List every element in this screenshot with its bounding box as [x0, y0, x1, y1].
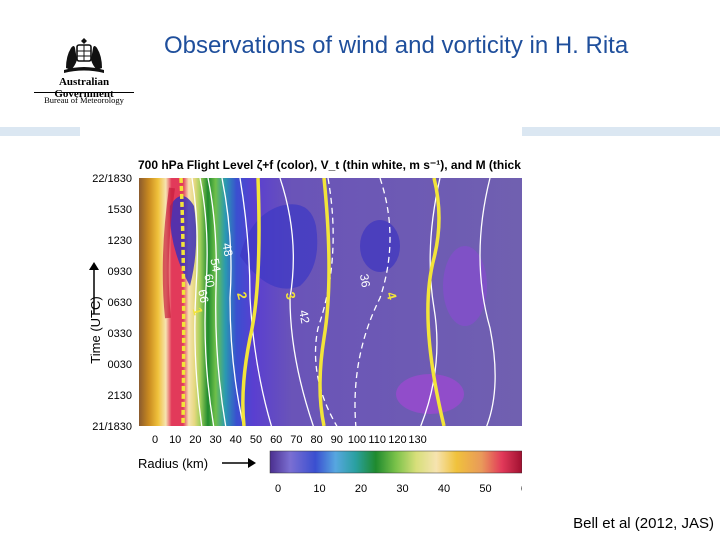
y-tick-label: 0930: [108, 266, 132, 278]
x-tick-label: 30: [209, 434, 221, 446]
x-tick-label: 40: [230, 434, 242, 446]
y-tick-labels: 22/1830 1530 1230 0930 0630 0330 0030 2130 21/18…: [92, 173, 132, 433]
y-tick-label: 21/1830: [92, 421, 132, 433]
y-tick-label: 1530: [108, 204, 132, 216]
y-tick-label: 0330: [108, 328, 132, 340]
logo-divider: [34, 92, 134, 93]
chart-title: 700 hPa Flight Level ζ+f (color), V_t (t…: [138, 158, 521, 172]
x-axis-label: Radius (km): [138, 456, 208, 471]
citation: Bell et al (2012, JAS): [573, 515, 714, 532]
header-band-right: [522, 127, 720, 136]
momentum-label: 3: [282, 290, 298, 301]
y-axis-label: Time (UTC): [88, 296, 103, 363]
colorbar-tick-label: 40: [438, 483, 450, 495]
colorbar-tick-label: 20: [355, 483, 367, 495]
y-tick-label: 22/1830: [92, 173, 132, 185]
colorbar: [269, 450, 522, 474]
x-tick-label: 80: [310, 434, 322, 446]
x-tick-label: 90: [331, 434, 343, 446]
colorbar-tick-label: 60: [521, 483, 522, 495]
angular-momentum-contours: [179, 178, 446, 426]
momentum-label: 1: [190, 306, 206, 317]
x-tick-label: 60: [270, 434, 282, 446]
x-tick-label: 130: [408, 434, 426, 446]
y-tick-label: 0630: [108, 297, 132, 309]
bureau-logo: Australian Government Bureau of Meteorol…: [28, 36, 140, 110]
momentum-label: 2: [234, 290, 250, 301]
colorbar-tick-labels: 0 10 20 30 40 50 60: [275, 483, 522, 495]
isotach-label: 66: [195, 288, 211, 304]
colorbar-tick-label: 50: [479, 483, 491, 495]
bureau-label: Bureau of Meteorology: [44, 95, 124, 105]
isotach-label: 48: [220, 242, 236, 258]
x-tick-label: 50: [250, 434, 262, 446]
coat-of-arms-icon: [64, 38, 104, 73]
isotach-label: 60: [201, 273, 217, 289]
header-band-left: [0, 127, 80, 136]
slide-title: Observations of wind and vorticity in H.…: [164, 32, 629, 59]
y-tick-label: 2130: [108, 390, 132, 402]
isotach-label: 36: [357, 273, 373, 289]
colorbar-tick-label: 0: [275, 483, 281, 495]
isotach-label: 54: [207, 257, 223, 273]
colorbar-tick-label: 10: [313, 483, 325, 495]
isotach-contours: [191, 178, 496, 426]
x-tick-labels: 0 10 20 30 40 50 60 70 80 90 100 110 120 130: [152, 434, 427, 446]
momentum-label: 4: [383, 290, 400, 302]
x-tick-label: 100: [348, 434, 366, 446]
x-tick-label: 10: [169, 434, 181, 446]
isotach-label: 42: [296, 309, 312, 325]
y-tick-label: 0030: [108, 359, 132, 371]
colorbar-tick-label: 30: [396, 483, 408, 495]
x-axis-arrowhead: [248, 458, 256, 468]
y-tick-label: 1230: [108, 235, 132, 247]
hovmoller-chart: 700 hPa Flight Level ζ+f (color), V_t (t…: [88, 158, 522, 495]
government-label: Australian Government: [54, 76, 114, 100]
x-tick-label: 110: [368, 434, 386, 446]
x-tick-label: 70: [290, 434, 302, 446]
x-tick-label: 20: [189, 434, 201, 446]
vorticity-figure: 700 hPa Flight Level ζ+f (color), V_t (t…: [80, 136, 522, 500]
x-tick-label: 0: [152, 434, 158, 446]
y-axis-arrowhead: [89, 262, 99, 270]
x-tick-label: 120: [388, 434, 406, 446]
